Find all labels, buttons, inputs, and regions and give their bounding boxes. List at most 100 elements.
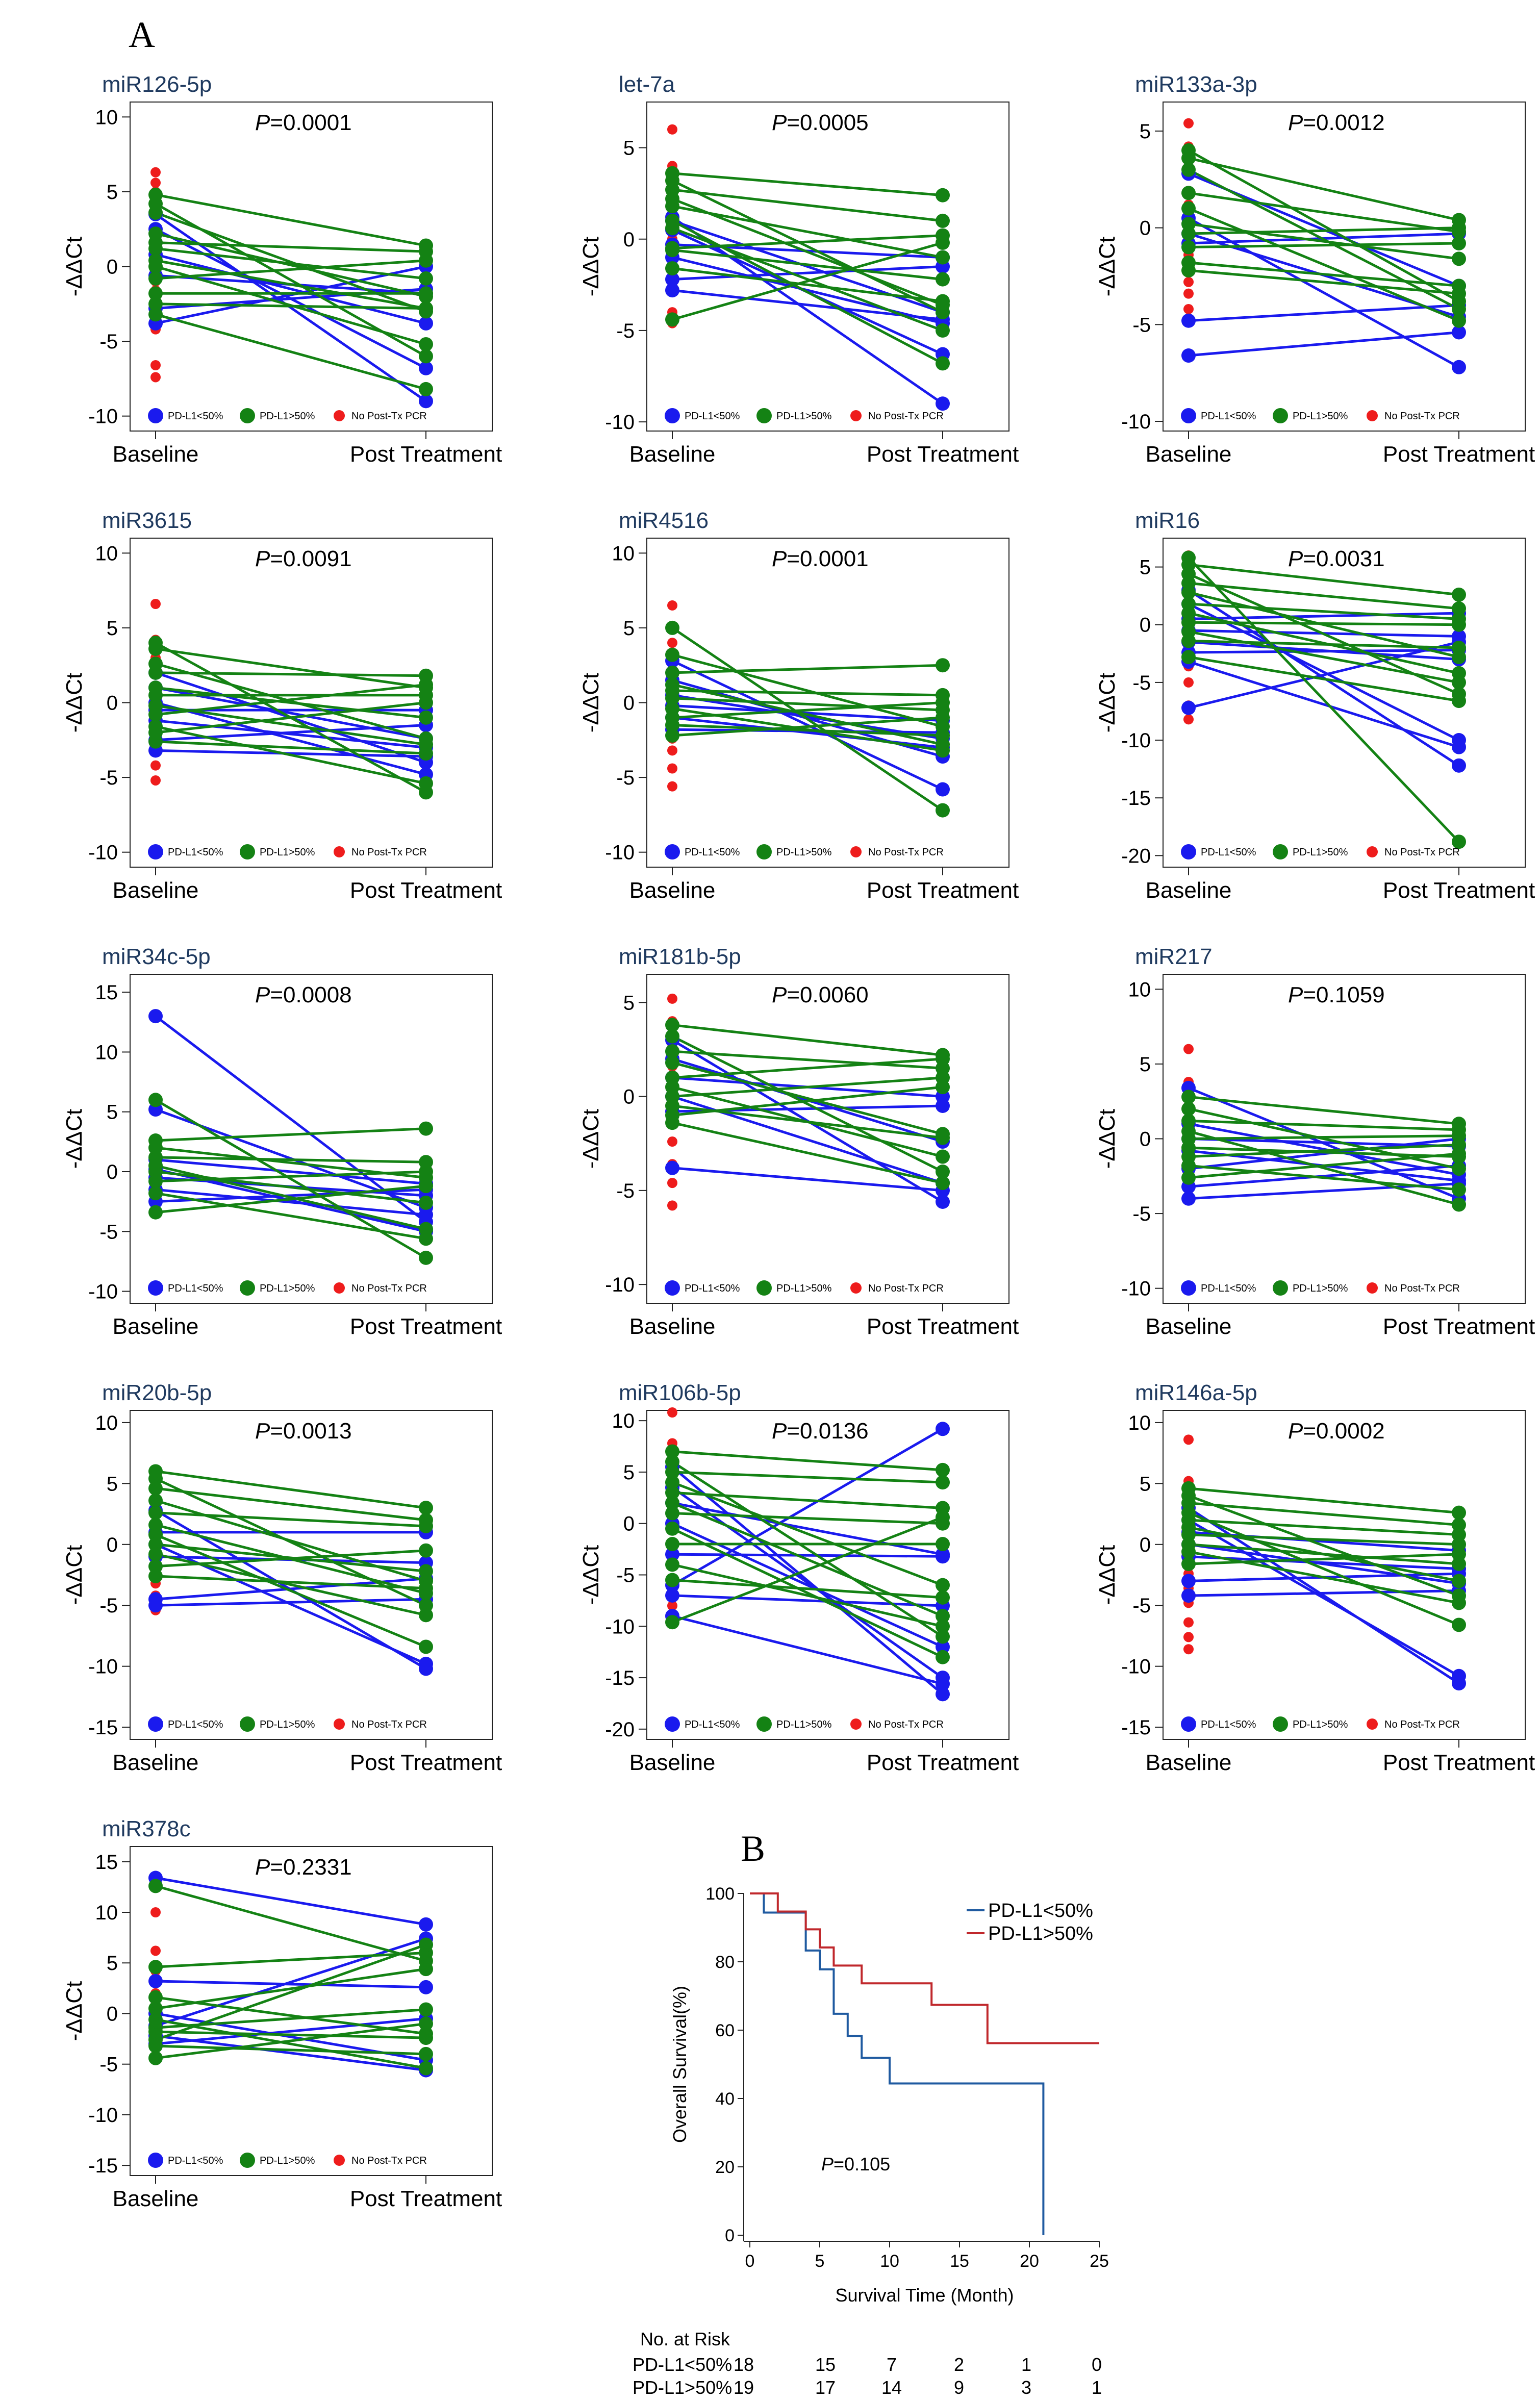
y-tick-label: -5 bbox=[616, 1180, 635, 1202]
y-tick-label: 0 bbox=[1140, 1534, 1151, 1556]
post-point bbox=[936, 728, 950, 743]
series-line bbox=[672, 701, 943, 719]
p-italic: P bbox=[255, 1855, 270, 1880]
baseline-point bbox=[148, 1009, 163, 1024]
post-point bbox=[419, 1581, 433, 1596]
legend-marker bbox=[1367, 1718, 1378, 1730]
plot-frame bbox=[130, 538, 493, 868]
legend-marker bbox=[756, 844, 772, 859]
series-line bbox=[672, 697, 943, 712]
baseline-point bbox=[148, 641, 163, 656]
plot-title: miR146a-5p bbox=[1135, 1380, 1257, 1405]
post-point bbox=[936, 1537, 950, 1552]
baseline-point bbox=[665, 647, 679, 662]
baseline-point bbox=[1181, 240, 1196, 255]
post-point bbox=[1452, 758, 1466, 773]
series-line bbox=[672, 1501, 943, 1556]
series-line bbox=[155, 1188, 426, 1216]
baseline-point bbox=[665, 1464, 679, 1479]
plot-frame bbox=[646, 538, 1009, 868]
baseline-point bbox=[148, 1879, 163, 1893]
post-point bbox=[419, 2016, 433, 2031]
km-x-tick-label: 10 bbox=[880, 2252, 899, 2271]
baseline-point bbox=[148, 1481, 163, 1496]
baseline-point bbox=[665, 243, 679, 258]
series-line bbox=[671, 1428, 944, 1586]
p-value: P=0.0001 bbox=[772, 546, 869, 571]
series-line bbox=[1188, 655, 1459, 702]
plot-mir378c: miR378c P=0.2331 15 10 5 0 -5 -10 -15 -ΔΔCt Baseli… bbox=[62, 1816, 502, 2211]
baseline-point bbox=[1181, 1114, 1196, 1128]
y-tick-label: 5 bbox=[107, 1101, 118, 1124]
baseline-point bbox=[665, 1537, 679, 1552]
series-line bbox=[1188, 649, 1459, 654]
legend-marker bbox=[1181, 1716, 1196, 1732]
post-point bbox=[1452, 1596, 1466, 1610]
no-post-point bbox=[667, 1407, 677, 1418]
y-tick-label: -5 bbox=[1132, 314, 1151, 336]
series-line bbox=[155, 1015, 427, 1223]
series-line bbox=[671, 219, 944, 365]
series-line bbox=[155, 1470, 426, 1509]
series-line bbox=[1188, 1134, 1459, 1140]
series-line bbox=[672, 1553, 943, 1558]
plot-mir3615: miR3615 P=0.0091 10 5 0 -5 -10 -ΔΔCt Baseline Pos… bbox=[62, 508, 502, 903]
y-tick-label: -5 bbox=[99, 331, 118, 353]
legend-label: No Post-Tx PCR bbox=[351, 2155, 427, 2166]
baseline-point bbox=[665, 272, 679, 287]
x-tick-label: Post Treatment bbox=[350, 878, 502, 903]
no-post-point bbox=[667, 600, 677, 611]
series-line bbox=[1188, 1164, 1459, 1188]
baseline-point bbox=[148, 259, 163, 274]
y-tick-label: 5 bbox=[623, 992, 635, 1014]
baseline-point bbox=[1181, 1158, 1196, 1173]
series-line bbox=[1188, 222, 1459, 260]
y-axis-label: -ΔΔCt bbox=[1095, 1109, 1120, 1169]
legend-marker bbox=[665, 1280, 680, 1296]
series-line bbox=[672, 1050, 943, 1070]
baseline-point bbox=[665, 1475, 679, 1490]
y-tick-label: -15 bbox=[1121, 787, 1151, 810]
legend-marker bbox=[1273, 1280, 1288, 1296]
y-tick-label: 0 bbox=[1140, 1128, 1151, 1151]
x-tick-label: Post Treatment bbox=[350, 442, 502, 467]
post-point bbox=[419, 1937, 433, 1952]
x-tick-label: Baseline bbox=[629, 1314, 716, 1339]
p-italic: P bbox=[255, 982, 270, 1007]
post-point bbox=[1452, 313, 1466, 328]
legend-label: PD-L1>50% bbox=[776, 1719, 832, 1730]
y-tick-label: -10 bbox=[1121, 1278, 1151, 1300]
post-point bbox=[936, 396, 950, 411]
post-point bbox=[936, 803, 950, 818]
y-tick-label: 0 bbox=[1140, 614, 1151, 637]
baseline-point bbox=[665, 1454, 679, 1469]
no-post-point bbox=[667, 763, 677, 774]
post-point bbox=[1452, 1146, 1466, 1161]
post-point bbox=[419, 2002, 433, 2017]
series-line bbox=[155, 2030, 426, 2039]
series-line bbox=[1188, 563, 1459, 596]
post-point bbox=[419, 1231, 433, 1246]
series-line bbox=[1188, 1487, 1459, 1514]
series-line bbox=[155, 719, 426, 749]
series-line bbox=[671, 1460, 944, 1638]
baseline-point bbox=[665, 1018, 679, 1032]
legend-marker bbox=[756, 408, 772, 423]
p-value: P=0.1059 bbox=[1288, 982, 1385, 1007]
x-tick-label: Post Treatment bbox=[867, 1750, 1019, 1775]
legend-marker bbox=[1273, 844, 1288, 859]
y-tick-label: 5 bbox=[623, 1461, 635, 1484]
legend-marker bbox=[334, 2155, 345, 2166]
series-line bbox=[1188, 660, 1459, 749]
plot-mir16: miR16 P=0.0031 5 0 -5 -10 -15 -20 -ΔΔCt Baseline P… bbox=[1095, 508, 1535, 903]
no-post-point bbox=[150, 775, 161, 786]
legend-marker bbox=[850, 846, 862, 857]
y-tick-label: 10 bbox=[95, 1041, 118, 1064]
post-point bbox=[1452, 1617, 1466, 1632]
plot-frame bbox=[646, 974, 1009, 1304]
post-point bbox=[419, 1564, 433, 1579]
p-number: =0.0060 bbox=[787, 982, 868, 1007]
no-post-point bbox=[667, 1136, 677, 1147]
legend-label: No Post-Tx PCR bbox=[1384, 1283, 1460, 1294]
y-tick-label: 0 bbox=[107, 1161, 118, 1183]
